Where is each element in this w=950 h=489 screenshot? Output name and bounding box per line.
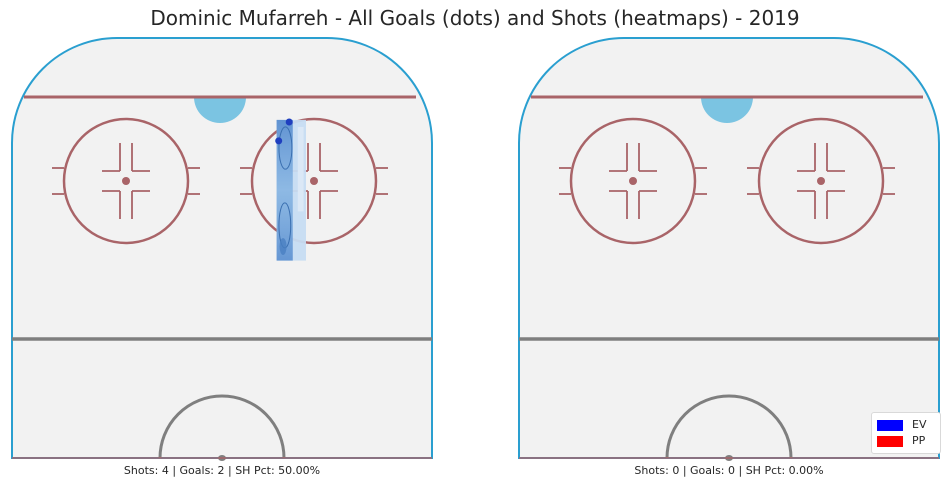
heatmap-contour [278, 126, 293, 170]
faceoff-dot-left [122, 177, 130, 185]
goal-crease [194, 97, 246, 123]
heatmap-band [276, 119, 293, 261]
goal-dot [285, 118, 293, 126]
faceoff-circle-left [569, 117, 697, 245]
rink-boards [518, 37, 940, 459]
legend-swatch-pp [877, 435, 903, 447]
faceoff-dot-right [310, 177, 318, 185]
legend-label-pp: PP [912, 434, 926, 447]
rink-left [11, 37, 433, 461]
goal-crease [701, 97, 753, 123]
goal-dot [275, 137, 283, 145]
legend-item-ev: EV [877, 418, 926, 432]
faceoff-circle-right [250, 117, 378, 245]
legend-label-ev: EV [912, 418, 927, 431]
shot-heatmap [276, 119, 306, 261]
heatmap-light-band [297, 126, 304, 212]
rink-boards [11, 37, 433, 459]
shots-summary-left: Shots: 4 | Goals: 2 | SH Pct: 50.00% [123, 464, 321, 477]
chart-title: Dominic Mufarreh - All Goals (dots) and … [150, 6, 800, 30]
faceoff-dot-right [817, 177, 825, 185]
center-ice-circle [158, 394, 286, 459]
faceoff-circle-left [62, 117, 190, 245]
legend: EV PP [871, 412, 941, 454]
rink-right [518, 37, 940, 461]
heatmap-hotspot [279, 238, 287, 255]
legend-swatch-ev [877, 419, 903, 431]
faceoff-circle-right [757, 117, 885, 245]
faceoff-dot-left [629, 177, 637, 185]
center-ice-circle [665, 394, 793, 459]
shots-summary-right: Shots: 0 | Goals: 0 | SH Pct: 0.00% [634, 464, 824, 477]
legend-item-pp: PP [877, 434, 925, 448]
